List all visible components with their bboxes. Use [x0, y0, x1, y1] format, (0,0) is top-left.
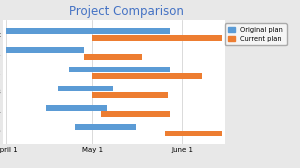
Text: Project Comparison: Project Comparison — [69, 5, 183, 18]
Bar — [6, 28, 170, 34]
Bar — [75, 124, 136, 130]
Bar — [101, 112, 170, 117]
Bar — [92, 92, 168, 98]
Bar — [92, 35, 222, 41]
Bar — [92, 73, 202, 79]
Bar — [84, 54, 142, 60]
Bar — [58, 86, 113, 91]
Bar — [69, 67, 170, 72]
Legend: Original plan, Current plan: Original plan, Current plan — [225, 24, 286, 46]
Bar — [165, 131, 222, 136]
Bar — [6, 47, 84, 53]
Bar — [46, 105, 107, 111]
